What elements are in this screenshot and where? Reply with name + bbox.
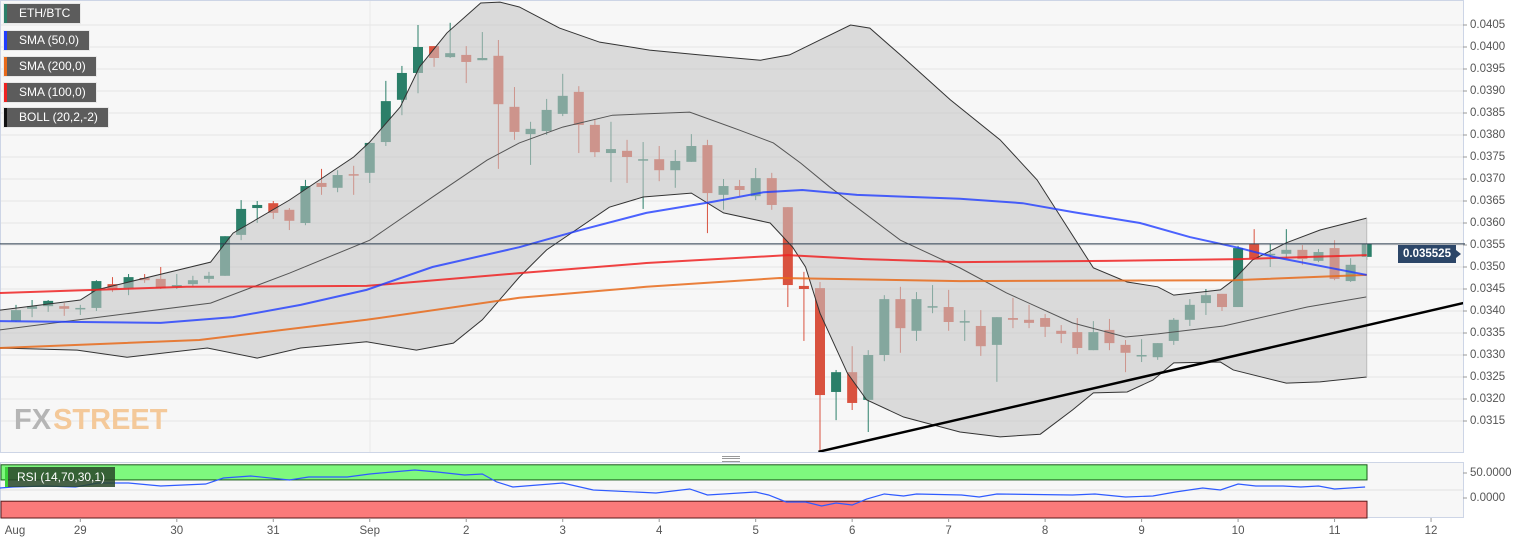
candle-body	[847, 372, 858, 403]
watermark-fx: FX	[14, 404, 52, 436]
candle-body	[798, 285, 809, 289]
sma-50-line	[0, 188, 1367, 324]
x-tick-label: Sep	[359, 525, 380, 537]
y-tick-label: 0.0330	[1470, 349, 1506, 361]
x-tick-label: 4	[655, 525, 663, 537]
x-tick-label: 10	[1231, 525, 1245, 537]
x-tick-label: 31	[266, 525, 280, 537]
sma-100-line	[0, 254, 1367, 294]
x-tick-label: 11	[1328, 525, 1341, 537]
rsi-line	[0, 469, 1366, 507]
rsi-overbought-zone	[0, 464, 1368, 481]
legend-sma-200[interactable]: SMA (200,0)	[4, 57, 96, 76]
y-tick-label: 0.0355	[1470, 239, 1506, 251]
y-tick-label: 0.0400	[1470, 41, 1506, 53]
x-tick-label: 5	[752, 525, 759, 537]
plot-layer	[0, 1, 1463, 452]
candle-body	[236, 208, 247, 235]
current-price-label: 0.035525	[1398, 245, 1461, 263]
y-tick-label: 0.0335	[1470, 327, 1506, 339]
candle-body	[268, 203, 279, 213]
candle	[798, 271, 809, 341]
x-tick-label: 9	[1138, 525, 1145, 537]
y-tick-label: 0.0365	[1470, 195, 1506, 207]
candle-body	[413, 47, 423, 73]
y-tick-label: 0.0325	[1470, 371, 1506, 383]
x-tick-label: 3	[559, 525, 566, 537]
y-tick-label: 0.0405	[1470, 19, 1506, 31]
x-tick-label: 2	[463, 525, 470, 537]
watermark-street: STREET	[53, 404, 168, 436]
candle-body	[380, 101, 391, 143]
rsi-tick-label: 0.0000	[1470, 492, 1506, 504]
legend-bollinger[interactable]: BOLL (20,2,-2)	[4, 108, 108, 127]
candle-body	[43, 300, 54, 307]
y-tick-label: 0.0360	[1470, 217, 1506, 229]
bollinger-middle	[0, 111, 1367, 338]
y-tick-label: 0.0390	[1470, 85, 1506, 97]
sma-200-line	[0, 273, 1367, 349]
bollinger-fill	[0, 2, 1367, 437]
x-tick-label: 29	[73, 525, 87, 537]
fxstreet-watermark: FXSTREET	[14, 404, 167, 437]
candle	[831, 369, 842, 421]
candle-body	[252, 204, 263, 209]
candle-body	[782, 207, 793, 286]
y-tick-label: 0.0375	[1470, 151, 1506, 163]
bollinger-upper	[0, 1, 1367, 311]
x-tick-label: 7	[945, 525, 952, 537]
support-trendline	[818, 301, 1463, 452]
y-tick-label: 0.0345	[1470, 283, 1506, 295]
panel-resize-handle[interactable]	[722, 456, 740, 462]
legend-sma-50[interactable]: SMA (50,0)	[4, 31, 90, 50]
y-tick-label: 0.0315	[1470, 415, 1506, 427]
candle-body	[815, 288, 825, 396]
candle-body	[831, 372, 842, 392]
x-tick-label: 6	[848, 525, 856, 537]
y-tick-label: 0.0340	[1470, 305, 1506, 317]
y-tick-label: 0.0395	[1470, 63, 1506, 75]
legend-rsi[interactable]: RSI (14,70,30,1)	[5, 467, 116, 487]
legend-eth-btc[interactable]: ETH/BTC	[4, 4, 81, 23]
y-tick-label: 0.0350	[1470, 261, 1506, 273]
x-tick-label: Aug	[4, 525, 26, 537]
y-tick-label: 0.0380	[1470, 129, 1506, 141]
y-tick-label: 0.0370	[1470, 173, 1506, 185]
rsi-tick-label: 50.0000	[1470, 467, 1512, 479]
y-tick-label: 0.0385	[1470, 107, 1506, 119]
legend-sma-100[interactable]: SMA (100,0)	[4, 83, 96, 102]
x-tick-label: 12	[1424, 525, 1438, 537]
x-tick-label: 30	[170, 525, 184, 537]
rsi-oversold-zone	[0, 500, 1368, 519]
x-tick-label: 8	[1041, 525, 1049, 537]
candle-body	[396, 72, 407, 100]
bollinger-lower	[0, 192, 1367, 438]
y-tick-label: 0.0320	[1470, 393, 1506, 405]
